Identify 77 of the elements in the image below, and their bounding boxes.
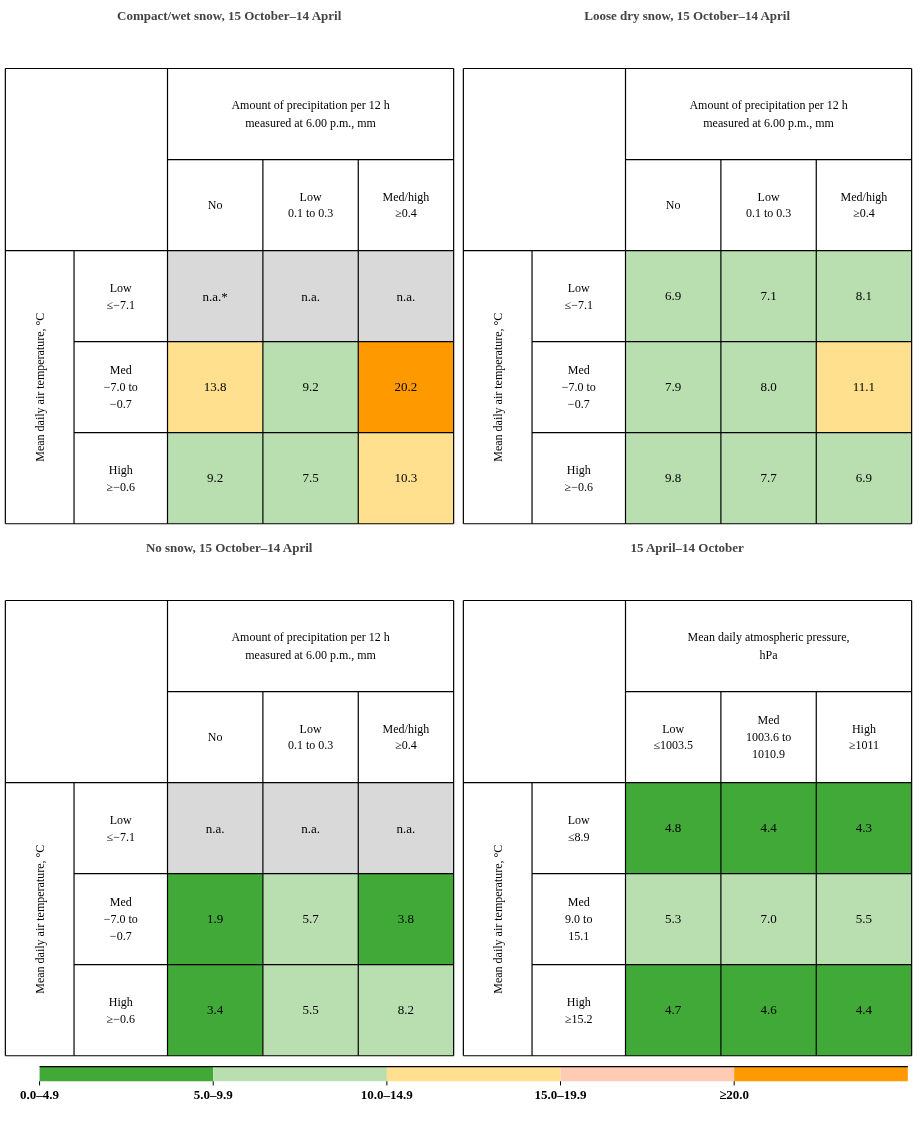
y-tick-label: Med 9.0 to 15.1	[565, 895, 593, 943]
data-label: 7.5	[302, 470, 319, 486]
data-label: 4.8	[665, 820, 682, 836]
data-label: 5.3	[665, 911, 682, 927]
y-axis-title: Mean daily air temperature, °C	[490, 844, 505, 994]
data-label: 5.7	[302, 911, 320, 927]
x-tick-label: Low ≤1003.5	[653, 721, 693, 753]
y-tick-label: Med −7.0 to −0.7	[103, 895, 138, 943]
data-label: 10.3	[394, 470, 418, 486]
y-tick-label: Low ≤−7.1	[106, 280, 135, 312]
x-tick-label: Med/high ≥0.4	[382, 721, 430, 753]
data-label: 4.7	[665, 1002, 682, 1018]
chart-title: Loose dry snow, 15 October–14 April	[584, 7, 791, 23]
data-label: 4.4	[760, 820, 778, 836]
y-tick-label: High ≥15.2	[564, 994, 593, 1026]
data-label: 7.9	[665, 379, 682, 395]
x-tick-label: Med 1003.6 to 1010.9	[745, 713, 792, 761]
data-label: 4.3	[855, 820, 873, 836]
x-tick-label: Med/high ≥0.4	[382, 189, 430, 221]
data-label: 8.1	[855, 288, 873, 304]
x-tick-label: Low 0.1 to 0.3	[287, 721, 334, 753]
text: n.a.	[396, 288, 416, 304]
text: n.a.	[396, 820, 416, 836]
y-tick-label: High ≥−0.6	[106, 462, 135, 494]
data-label: 4.4	[855, 1002, 873, 1018]
data-label: 7.0	[760, 911, 777, 927]
x-axis-title: Amount of precipitation per 12 h measured at 6.00 p.m., mm	[231, 97, 390, 131]
y-tick-label: Low ≤−7.1	[564, 280, 593, 312]
data-label: 6.9	[855, 470, 873, 486]
y-axis-title: Mean daily air temperature, °C	[490, 312, 505, 462]
color-bar-label: 0.0–4.9	[20, 1087, 60, 1103]
y-axis-title: Mean daily air temperature, °C	[32, 312, 47, 462]
text: n.a.	[205, 820, 225, 836]
data-label: 9.2	[207, 470, 224, 486]
x-tick-label: No	[207, 730, 223, 745]
text: n.a.*	[202, 288, 228, 304]
data-label: 7.1	[760, 288, 777, 304]
data-label: 8.2	[397, 1002, 415, 1018]
data-label: 9.8	[665, 470, 682, 486]
data-label: 1.9	[207, 911, 224, 927]
data-label: 5.5	[302, 1002, 319, 1018]
x-axis-title: Mean daily atmospheric pressure, hPa	[687, 629, 850, 663]
x-axis-title: Amount of precipitation per 12 h measured at 6.00 p.m., mm	[689, 97, 848, 131]
data-label: 3.4	[207, 1002, 224, 1018]
chart-title: Compact/wet snow, 15 October–14 April	[117, 7, 342, 23]
x-axis-title: Amount of precipitation per 12 h measured at 6.00 p.m., mm	[231, 629, 390, 663]
y-tick-label: Med −7.0 to −0.7	[561, 363, 596, 411]
data-label: 8.0	[760, 379, 777, 395]
chart-title: 15 April–14 October	[630, 539, 745, 555]
data-label: 11.1	[852, 379, 876, 395]
data-label: 3.8	[397, 911, 415, 927]
color-bar-label: ≥20.0	[719, 1087, 750, 1103]
text: n.a.	[301, 820, 320, 836]
chart-title: No snow, 15 October–14 April	[145, 539, 313, 555]
color-bar-label: 15.0–19.9	[534, 1087, 588, 1103]
x-tick-label: Low 0.1 to 0.3	[745, 189, 792, 221]
y-tick-label: Low ≤8.9	[567, 812, 591, 844]
color-bar-label: 5.0–9.9	[193, 1087, 234, 1103]
y-axis-title: Mean daily air temperature, °C	[32, 844, 47, 994]
y-tick-label: High ≥−0.6	[564, 462, 593, 494]
y-tick-label: Low ≤−7.1	[106, 812, 135, 844]
x-tick-label: Med/high ≥0.4	[840, 189, 888, 221]
data-label: 20.2	[394, 379, 418, 395]
x-tick-label: No	[207, 198, 223, 213]
y-tick-label: Med −7.0 to −0.7	[103, 363, 138, 411]
x-tick-label: No	[665, 198, 681, 213]
x-tick-label: High ≥1011	[848, 721, 880, 753]
data-label: 7.7	[760, 470, 778, 486]
data-label: 6.9	[665, 288, 682, 304]
x-tick-label: Low 0.1 to 0.3	[287, 189, 334, 221]
data-label: 9.2	[302, 379, 319, 395]
y-tick-label: High ≥−0.6	[106, 994, 135, 1026]
color-bar-label: 10.0–14.9	[360, 1087, 414, 1103]
data-label: 4.6	[760, 1002, 778, 1018]
data-label: 5.5	[855, 911, 873, 927]
text: n.a.	[301, 288, 320, 304]
data-label: 13.8	[203, 379, 227, 395]
